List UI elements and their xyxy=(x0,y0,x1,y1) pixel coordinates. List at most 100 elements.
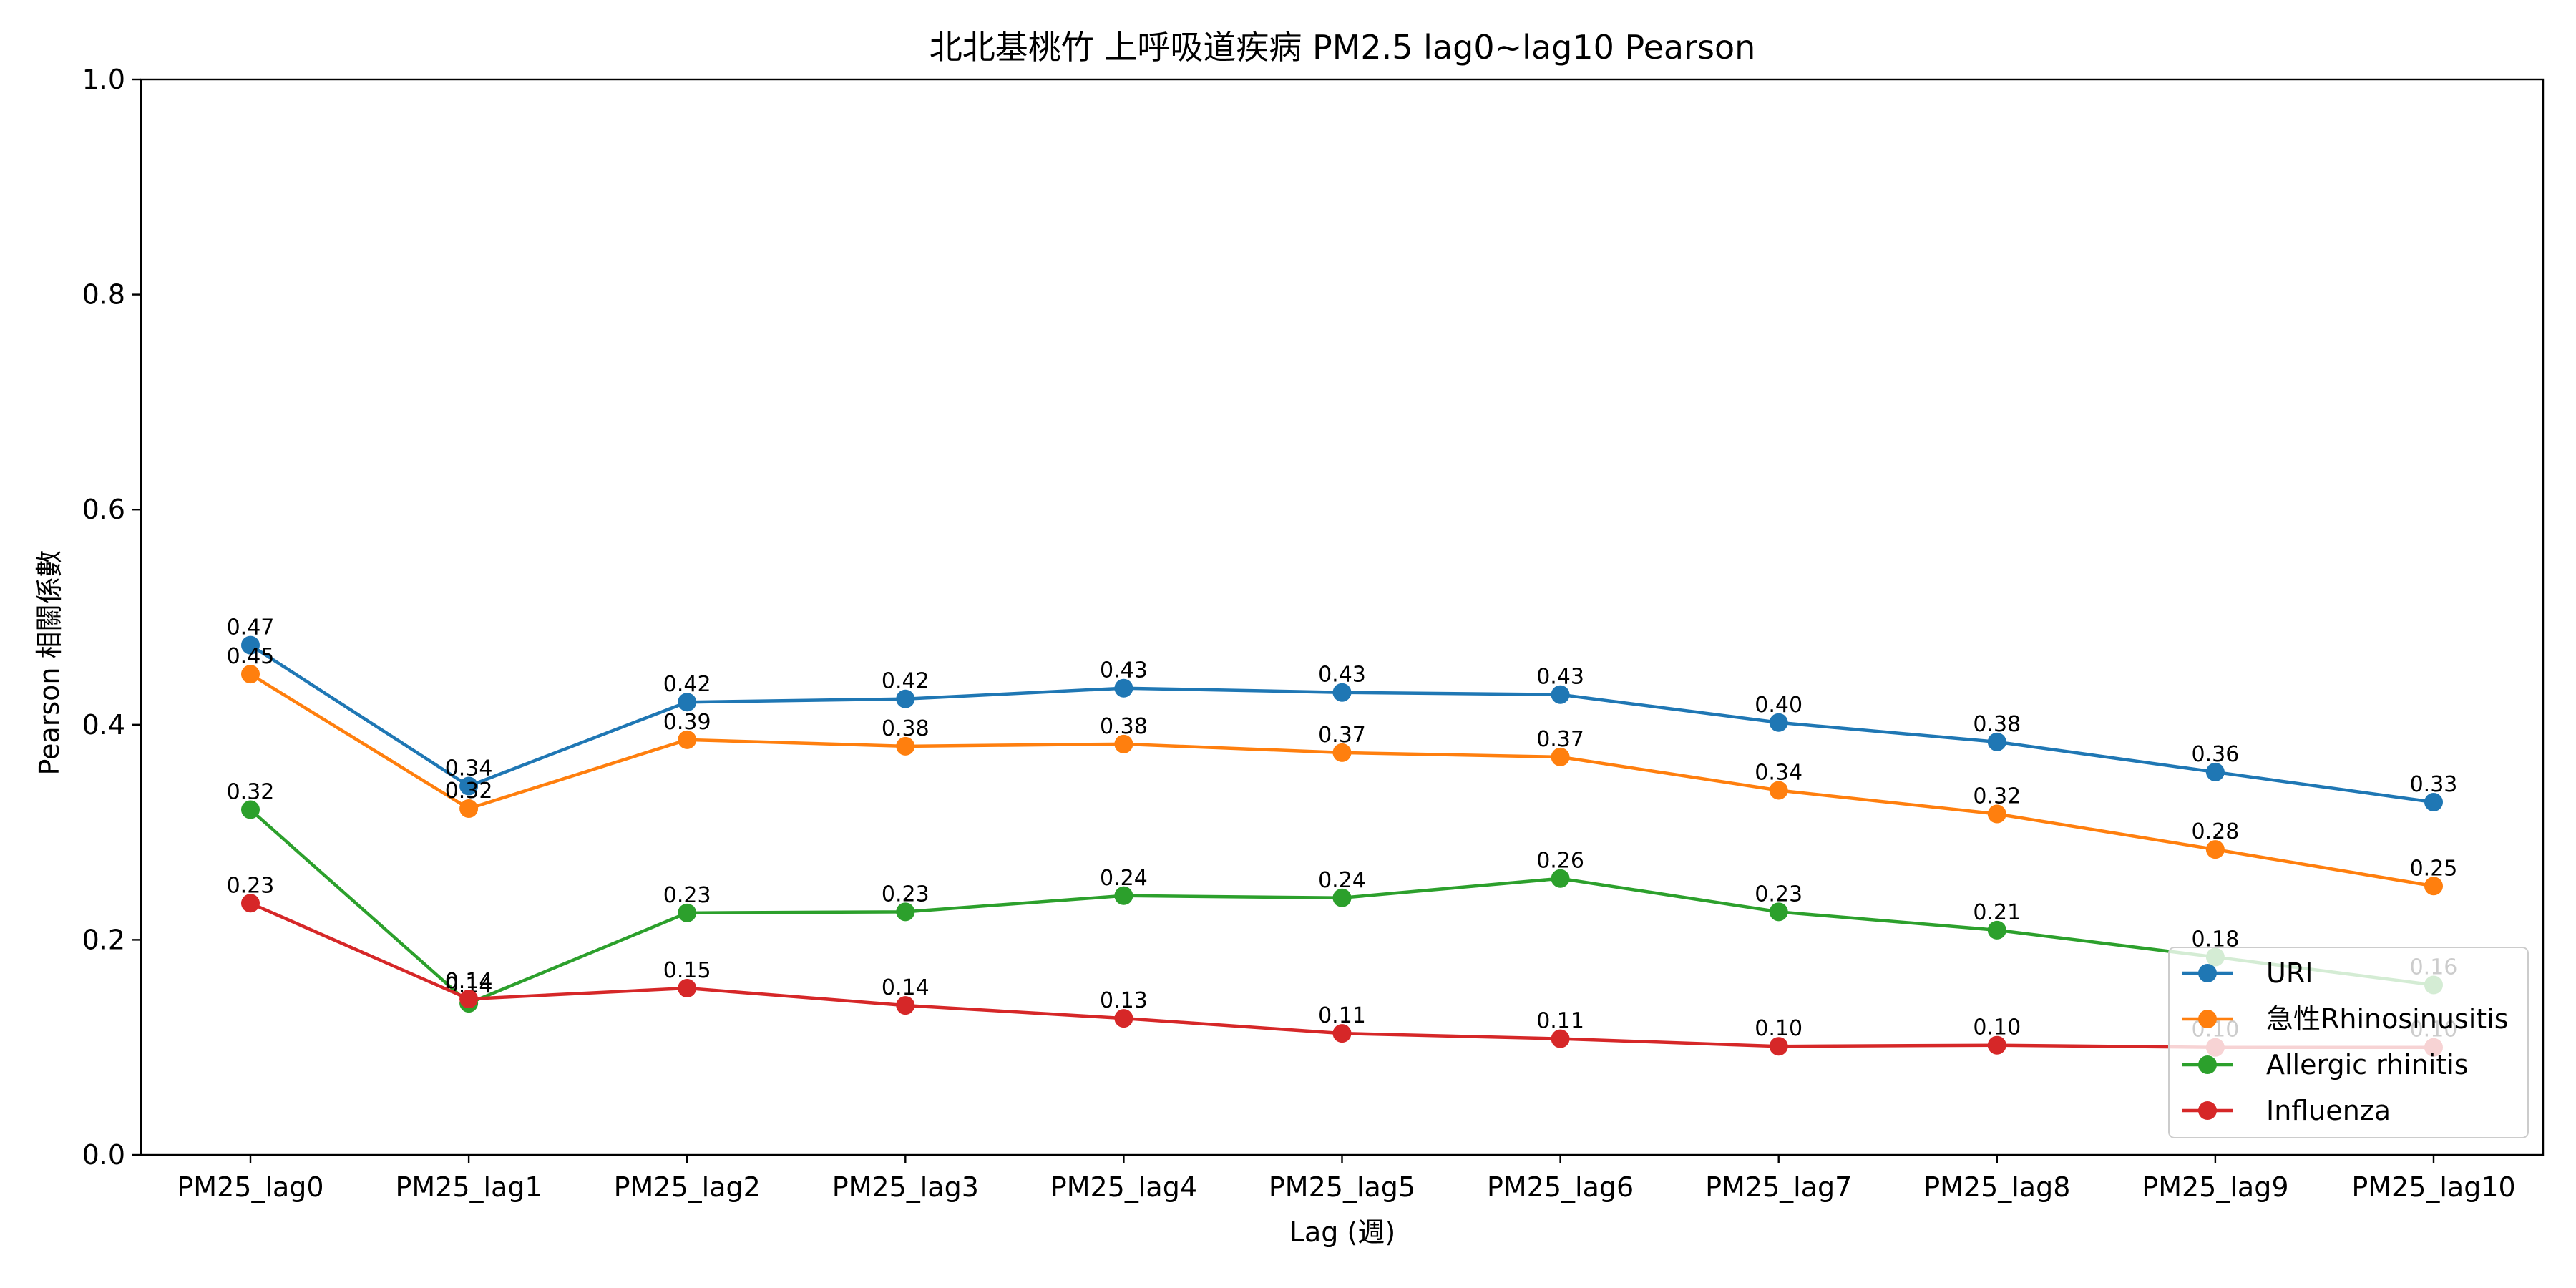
data-label: 0.13 xyxy=(1100,988,1148,1013)
series-3: 0.230.140.150.140.130.110.110.100.100.10… xyxy=(227,873,2457,1057)
data-point xyxy=(1987,804,2006,824)
data-label: 0.43 xyxy=(1536,665,1584,690)
legend-marker xyxy=(2198,1010,2217,1028)
x-tick-label: PM25_lag10 xyxy=(2351,1171,2515,1203)
x-tick-label: PM25_lag2 xyxy=(614,1171,761,1203)
data-label: 0.14 xyxy=(882,975,930,1000)
data-point xyxy=(1987,920,2006,940)
legend-item: 急性Rhinosinusitis xyxy=(2182,1003,2509,1035)
data-point xyxy=(896,902,915,922)
data-point xyxy=(1769,781,1788,800)
data-label: 0.23 xyxy=(227,873,275,898)
y-tick-label: 0.2 xyxy=(82,924,125,955)
x-tick-label: PM25_lag7 xyxy=(1705,1171,1852,1203)
legend-label: URI xyxy=(2266,957,2313,989)
data-point xyxy=(678,730,697,749)
data-label: 0.37 xyxy=(1318,723,1366,748)
legend-box xyxy=(2168,947,2529,1138)
data-label: 0.24 xyxy=(1318,868,1366,893)
y-tick-label: 0.4 xyxy=(82,709,125,741)
x-axis-label: Lag (週) xyxy=(1289,1216,1395,1248)
x-tick-label: PM25_lag4 xyxy=(1050,1171,1197,1203)
data-label: 0.21 xyxy=(1973,900,2021,925)
data-label: 0.11 xyxy=(1318,1003,1366,1028)
legend-item: URI xyxy=(2182,957,2313,989)
legend-marker xyxy=(2198,1055,2217,1074)
data-label: 0.38 xyxy=(1973,712,2021,737)
data-label: 0.26 xyxy=(1536,849,1584,874)
data-point xyxy=(1551,747,1570,766)
data-point xyxy=(896,689,915,708)
x-tick-label: PM25_lag0 xyxy=(177,1171,323,1203)
data-point xyxy=(678,979,697,998)
legend-item: Allergic rhinitis xyxy=(2182,1049,2469,1080)
data-point xyxy=(1987,732,2006,751)
data-point xyxy=(1551,869,1570,888)
data-label: 0.11 xyxy=(1536,1009,1584,1034)
data-point xyxy=(2205,840,2225,859)
data-point xyxy=(241,665,260,684)
data-point xyxy=(1769,1037,1788,1056)
data-label: 0.32 xyxy=(445,779,493,804)
data-point xyxy=(459,990,479,1009)
data-point xyxy=(896,996,915,1015)
legend-label: Influenza xyxy=(2266,1095,2391,1126)
data-label: 0.32 xyxy=(227,780,275,805)
data-point xyxy=(2205,762,2225,781)
x-tick-label: PM25_lag1 xyxy=(395,1171,542,1203)
data-point xyxy=(2424,793,2443,812)
legend: URI 急性Rhinosinusitis Allergic rhinitis Infl… xyxy=(2168,947,2529,1138)
data-label: 0.25 xyxy=(2410,856,2458,881)
data-label: 0.40 xyxy=(1755,693,1802,718)
data-label: 0.34 xyxy=(445,756,493,781)
data-label: 0.43 xyxy=(1318,663,1366,688)
data-point xyxy=(1332,683,1352,702)
x-tick-label: PM25_lag3 xyxy=(832,1171,979,1203)
data-point xyxy=(1551,685,1570,704)
x-tick-label: PM25_lag6 xyxy=(1487,1171,1634,1203)
data-point xyxy=(896,736,915,756)
data-point xyxy=(1114,1009,1133,1028)
data-point xyxy=(1114,734,1133,753)
data-point xyxy=(459,799,479,819)
data-point xyxy=(1332,743,1352,762)
data-label: 0.38 xyxy=(882,716,930,741)
y-tick-label: 1.0 xyxy=(82,64,125,95)
data-label: 0.34 xyxy=(1755,760,1802,785)
data-label: 0.28 xyxy=(2192,819,2240,844)
data-point xyxy=(1987,1035,2006,1055)
data-label: 0.23 xyxy=(882,882,930,907)
data-label: 0.23 xyxy=(1755,882,1802,907)
data-label: 0.37 xyxy=(1536,727,1584,752)
data-label: 0.10 xyxy=(1973,1015,2021,1040)
series-2: 0.320.140.23 0.230.24 0.240.260.230.210.18… xyxy=(227,780,2457,1013)
data-point xyxy=(1769,902,1788,922)
data-point xyxy=(678,903,697,922)
data-point xyxy=(1114,678,1133,698)
data-label: 0.39 xyxy=(663,710,711,735)
legend-item: Influenza xyxy=(2182,1095,2391,1126)
x-tick-label: PM25_lag5 xyxy=(1269,1171,1415,1203)
data-label: 0.23 xyxy=(663,883,711,908)
series-1: 0.450.320.39 0.38 0.38 0.37 0.370.340.320.28… xyxy=(227,644,2458,896)
data-point xyxy=(1332,888,1352,907)
data-label: 0.14 xyxy=(445,969,493,994)
data-point xyxy=(678,693,697,712)
legend-marker xyxy=(2198,964,2217,982)
data-point xyxy=(1551,1029,1570,1048)
data-point xyxy=(2424,877,2443,896)
data-point xyxy=(459,776,479,796)
data-label: 0.38 xyxy=(1100,714,1148,739)
data-label: 0.33 xyxy=(2410,772,2458,797)
data-label: 0.32 xyxy=(1973,784,2021,809)
legend-marker xyxy=(2198,1101,2217,1120)
y-tick-label: 0.0 xyxy=(82,1139,125,1171)
y-axis-label: Pearson 相關係數 xyxy=(34,550,65,775)
series-0: 0.47 0.34 0.42 0.42 0.43 0.43 0.43 0.40 0.38 0.36… xyxy=(227,615,2458,812)
data-point xyxy=(1114,886,1133,905)
data-point xyxy=(1332,1024,1352,1043)
data-label: 0.24 xyxy=(1100,866,1148,891)
data-point xyxy=(241,635,260,655)
